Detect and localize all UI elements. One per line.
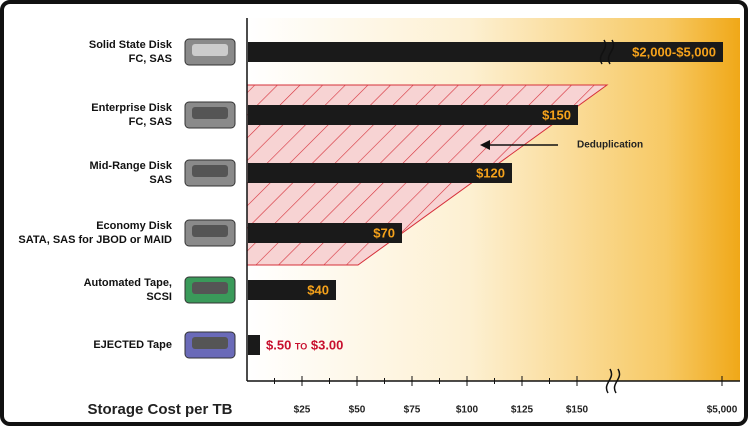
- arrow-head: [480, 140, 490, 150]
- device-icon-detail: [192, 282, 228, 294]
- value-label: $.50 to $3.00: [266, 337, 343, 352]
- bar: [248, 163, 512, 183]
- device-icon-detail: [192, 337, 228, 349]
- value-label: $150: [542, 107, 571, 122]
- x-tick-label: $150: [566, 405, 589, 416]
- bar: [248, 335, 260, 355]
- device-icon-detail: [192, 225, 228, 237]
- device-icon-detail: [192, 107, 228, 119]
- x-tick-label: $100: [456, 405, 479, 416]
- annotation: Deduplication: [577, 140, 643, 151]
- bar: [248, 42, 723, 62]
- axis-break: [607, 39, 615, 65]
- x-tick-label: $5,000: [707, 405, 738, 416]
- category-label: SAS: [149, 174, 172, 186]
- axis-break: [613, 368, 621, 394]
- x-tick-label: $50: [349, 405, 366, 416]
- device-icon-detail: [192, 44, 228, 56]
- value-label: $40: [307, 282, 329, 297]
- category-label: Enterprise Disk: [91, 102, 173, 114]
- category-label: SCSI: [146, 291, 172, 303]
- category-label: Mid-Range Disk: [89, 160, 172, 172]
- bar: [248, 105, 578, 125]
- x-tick-label: $75: [404, 405, 421, 416]
- category-label: EJECTED Tape: [93, 339, 172, 351]
- axis-break: [599, 39, 607, 65]
- chart-title: Storage Cost per TB: [87, 401, 232, 418]
- value-label: $2,000-$5,000: [632, 44, 716, 59]
- category-label: Economy Disk: [96, 220, 173, 232]
- category-label: FC, SAS: [129, 53, 172, 65]
- x-tick-label: $125: [511, 405, 534, 416]
- device-icon-detail: [192, 165, 228, 177]
- category-label: Automated Tape,: [84, 277, 172, 289]
- axis-break: [605, 368, 613, 394]
- category-label: Solid State Disk: [89, 39, 173, 51]
- bar: [248, 223, 402, 243]
- x-tick-label: $25: [294, 405, 311, 416]
- value-label: $120: [476, 165, 505, 180]
- category-label: FC, SAS: [129, 116, 172, 128]
- value-label: $70: [373, 225, 395, 240]
- bar: [248, 280, 336, 300]
- category-label: SATA, SAS for JBOD or MAID: [18, 234, 172, 246]
